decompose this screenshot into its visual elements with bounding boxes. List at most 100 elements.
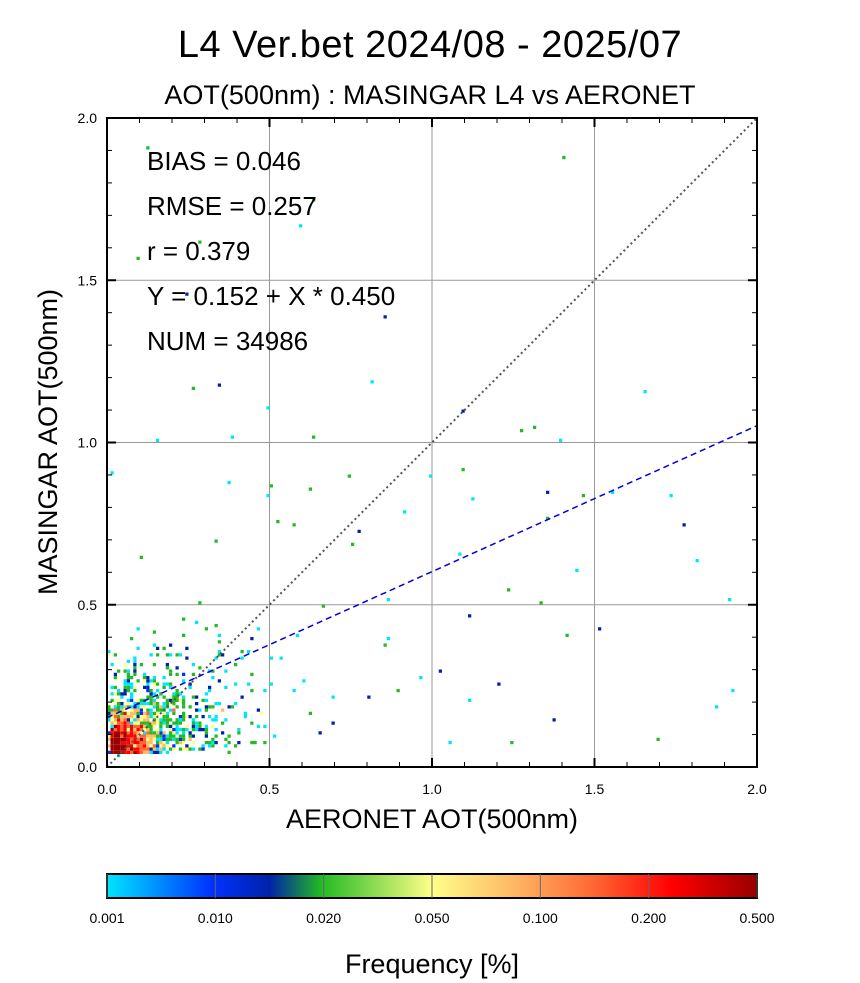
density-cell <box>565 633 569 637</box>
density-cell <box>156 737 160 741</box>
density-cell <box>175 666 179 670</box>
density-cell <box>182 702 186 706</box>
density-cell <box>113 692 117 696</box>
density-cell <box>728 598 732 602</box>
density-cell <box>136 711 140 715</box>
density-cell <box>149 698 153 702</box>
density-cell <box>162 705 166 709</box>
density-cell <box>198 666 202 670</box>
density-cell <box>133 669 137 673</box>
density-cell <box>149 692 153 696</box>
density-cell <box>162 747 166 751</box>
density-cell <box>149 728 153 732</box>
density-cell <box>172 734 176 738</box>
density-cell <box>211 676 215 680</box>
density-cell <box>159 724 163 728</box>
density-cell <box>133 718 137 722</box>
density-cell <box>731 689 735 693</box>
density-cell <box>149 695 153 699</box>
density-cell <box>156 682 160 686</box>
density-cell <box>107 718 111 722</box>
density-cell <box>175 741 179 745</box>
density-cell <box>156 721 160 725</box>
density-cell <box>172 695 176 699</box>
chart-subtitle: AOT(500nm) : MASINGAR L4 vs AERONET <box>164 80 696 110</box>
density-cell <box>552 718 556 722</box>
density-cell <box>136 737 140 741</box>
density-cell <box>682 523 686 527</box>
density-cell <box>178 715 182 719</box>
density-cell <box>159 708 163 712</box>
density-cell <box>117 728 121 732</box>
density-cell <box>256 627 260 631</box>
density-cell <box>126 737 130 741</box>
density-cell <box>237 741 241 745</box>
density-cell <box>139 747 143 751</box>
y-tick-label: 1.5 <box>78 272 98 288</box>
density-cell <box>126 721 130 725</box>
density-cell <box>110 721 114 725</box>
density-cell <box>146 679 150 683</box>
density-cell <box>386 598 390 602</box>
density-cell <box>510 741 514 745</box>
density-cell <box>117 724 121 728</box>
density-cell <box>266 406 270 410</box>
density-cell <box>263 724 267 728</box>
density-cell <box>107 734 111 738</box>
density-cell <box>357 529 361 533</box>
density-cell <box>162 702 166 706</box>
density-cell <box>136 646 140 650</box>
density-cell <box>107 711 111 715</box>
density-cell <box>175 653 179 657</box>
density-cell <box>120 692 124 696</box>
density-cell <box>156 702 160 706</box>
density-cell <box>240 695 244 699</box>
density-cell <box>165 750 169 754</box>
colorbar-tick-label: 0.010 <box>198 910 233 926</box>
x-tick-label: 2.0 <box>747 781 767 797</box>
density-cell <box>146 737 150 741</box>
density-cell <box>117 705 121 709</box>
density-cell <box>139 728 143 732</box>
density-cell <box>146 685 150 689</box>
density-cell <box>139 711 143 715</box>
density-cell <box>152 734 156 738</box>
density-cell <box>117 744 121 748</box>
density-cell <box>117 711 121 715</box>
axis-ticks: 0.0 0.5 1.0 1.5 2.0 0.0 0.5 1.0 1.5 2.0 <box>78 110 767 797</box>
density-cell <box>162 646 166 650</box>
density-cell <box>182 617 186 621</box>
density-cell <box>149 708 153 712</box>
density-cell <box>204 627 208 631</box>
density-cell <box>146 724 150 728</box>
density-cell <box>146 744 150 748</box>
density-cell <box>214 656 218 660</box>
density-cell <box>253 741 257 745</box>
density-cell <box>217 650 221 654</box>
density-cell <box>130 750 134 754</box>
density-cell <box>182 737 186 741</box>
density-cell <box>461 468 465 472</box>
density-cell <box>448 741 452 745</box>
density-cell <box>204 698 208 702</box>
density-cell <box>182 695 186 699</box>
density-cell <box>123 744 127 748</box>
density-cell <box>247 650 251 654</box>
density-cell <box>152 702 156 706</box>
density-cell <box>195 695 199 699</box>
density-cell <box>143 711 147 715</box>
density-cell <box>471 497 475 501</box>
density-cell <box>152 721 156 725</box>
density-cell <box>169 672 173 676</box>
density-cell <box>159 741 163 745</box>
density-cell <box>143 750 147 754</box>
density-cell <box>143 679 147 683</box>
statistics-panel: BIAS = 0.046 RMSE = 0.257 r = 0.379 Y = … <box>147 146 395 356</box>
density-cell <box>146 728 150 732</box>
density-cell <box>130 637 134 641</box>
density-cell <box>130 724 134 728</box>
density-cell <box>263 741 267 745</box>
density-cell <box>211 744 215 748</box>
density-cell <box>123 731 127 735</box>
